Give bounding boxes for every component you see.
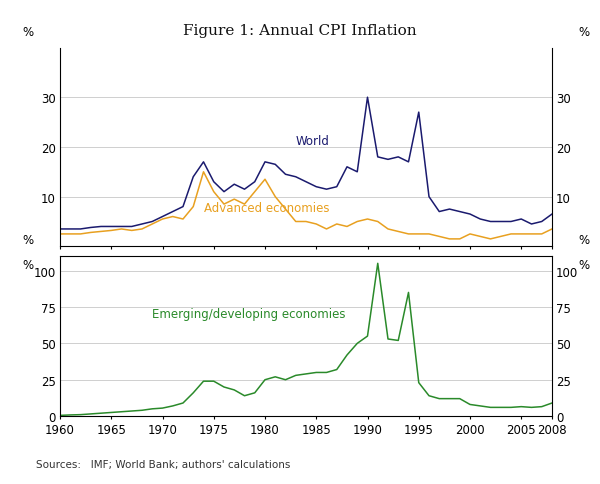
Text: Emerging/developing economies: Emerging/developing economies <box>152 307 346 320</box>
Text: %: % <box>578 234 590 247</box>
Text: Sources:   IMF; World Bank; authors' calculations: Sources: IMF; World Bank; authors' calcu… <box>36 459 290 469</box>
Text: %: % <box>22 234 34 247</box>
Text: Advanced economies: Advanced economies <box>203 201 329 214</box>
Text: Figure 1: Annual CPI Inflation: Figure 1: Annual CPI Inflation <box>183 24 417 38</box>
Text: %: % <box>578 259 590 272</box>
Text: World: World <box>296 135 329 148</box>
Text: %: % <box>22 259 34 272</box>
Text: %: % <box>22 26 34 39</box>
Text: %: % <box>578 26 590 39</box>
